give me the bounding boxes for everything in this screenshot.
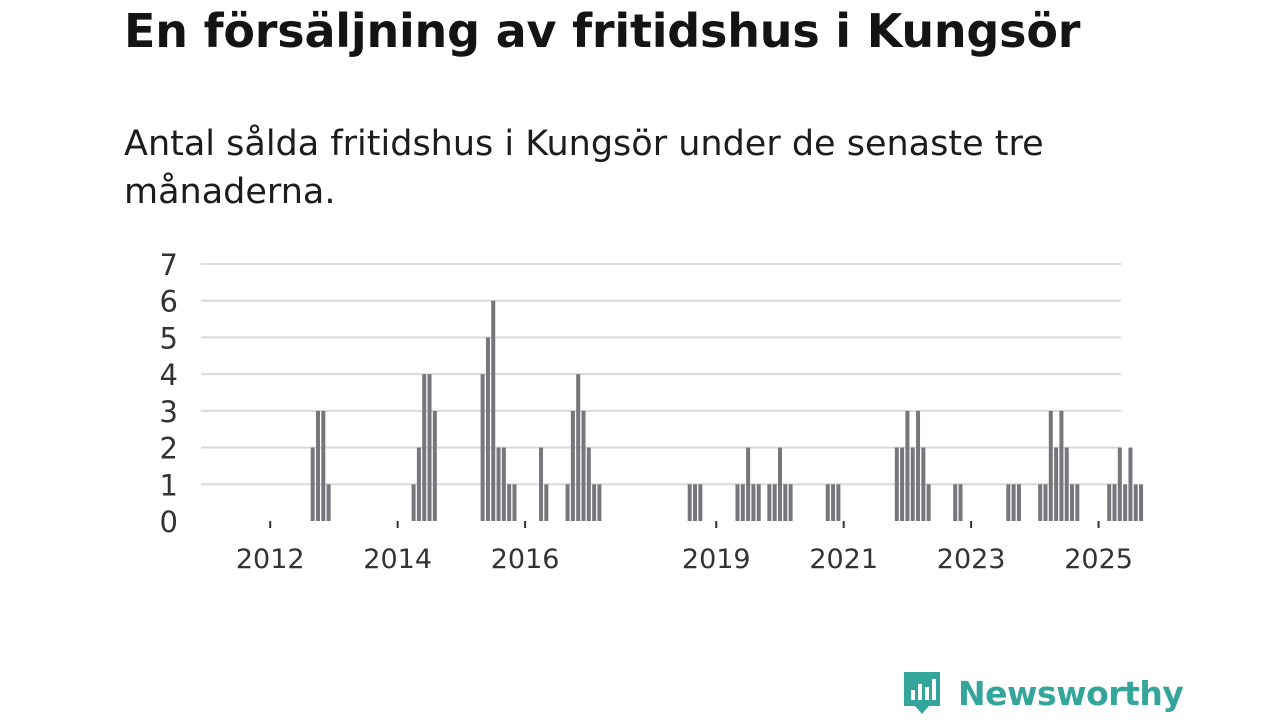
bar bbox=[1107, 484, 1112, 521]
bar bbox=[1117, 447, 1122, 521]
bar bbox=[1016, 484, 1021, 521]
x-tick-label: 2023 bbox=[937, 544, 1006, 575]
bar bbox=[1075, 484, 1080, 521]
bar bbox=[1048, 410, 1053, 521]
bar bbox=[427, 374, 432, 521]
bar bbox=[772, 484, 777, 521]
bar bbox=[783, 484, 788, 521]
bar bbox=[310, 447, 315, 521]
bar bbox=[1006, 484, 1011, 521]
bar bbox=[1070, 484, 1075, 521]
bar bbox=[565, 484, 570, 521]
bar bbox=[958, 484, 963, 521]
bar bbox=[1128, 447, 1133, 521]
bar bbox=[496, 447, 501, 521]
bar bbox=[485, 337, 490, 521]
chart-subtitle: Antal sålda fritidshus i Kungsör under d… bbox=[124, 124, 1044, 212]
bar bbox=[687, 484, 692, 521]
bar bbox=[905, 410, 910, 521]
y-tick-label: 6 bbox=[160, 285, 178, 319]
bar bbox=[586, 447, 591, 521]
y-tick-label: 1 bbox=[160, 468, 178, 502]
bar bbox=[1133, 484, 1138, 521]
bar bbox=[416, 447, 421, 521]
bar bbox=[507, 484, 512, 521]
bar bbox=[756, 484, 761, 521]
bar bbox=[544, 484, 549, 521]
brand-name: Newsworthy bbox=[958, 673, 1184, 713]
bars bbox=[310, 300, 1144, 521]
bar bbox=[825, 484, 830, 521]
bar bbox=[480, 374, 485, 521]
bar bbox=[597, 484, 602, 521]
x-axis-ticks: 2012 2014 2016 2019 2021 2023 2025 bbox=[236, 521, 1133, 575]
y-tick-label: 7 bbox=[160, 248, 178, 282]
bar bbox=[539, 447, 544, 521]
bar bbox=[740, 484, 745, 521]
bar bbox=[900, 447, 905, 521]
x-tick-label: 2014 bbox=[363, 544, 432, 575]
bar bbox=[767, 484, 772, 521]
y-tick-label: 3 bbox=[160, 395, 178, 429]
bar bbox=[592, 484, 597, 521]
bar bbox=[698, 484, 703, 521]
bar bbox=[581, 410, 586, 521]
bar bbox=[1038, 484, 1043, 521]
bar bbox=[576, 374, 581, 521]
bar bbox=[836, 484, 841, 521]
newsworthy-chart-bubble-icon bbox=[904, 672, 940, 714]
brand-logo: Newsworthy bbox=[902, 668, 1184, 718]
bar bbox=[1123, 484, 1128, 521]
bar bbox=[746, 447, 751, 521]
y-tick-label: 0 bbox=[160, 505, 178, 539]
bar bbox=[910, 447, 915, 521]
bar bbox=[831, 484, 836, 521]
bar bbox=[735, 484, 740, 521]
grid-lines bbox=[201, 263, 1121, 486]
bar bbox=[316, 410, 321, 521]
bar bbox=[1054, 447, 1059, 521]
bar bbox=[894, 447, 899, 521]
x-tick-label: 2019 bbox=[682, 544, 751, 575]
bar bbox=[953, 484, 958, 521]
bar bbox=[926, 484, 931, 521]
bar bbox=[570, 410, 575, 521]
y-tick-label: 4 bbox=[160, 358, 178, 392]
y-tick-label: 2 bbox=[160, 432, 178, 466]
bar bbox=[1059, 410, 1064, 521]
bar bbox=[1112, 484, 1117, 521]
bar bbox=[512, 484, 517, 521]
x-tick-label: 2025 bbox=[1064, 544, 1133, 575]
bar bbox=[1139, 484, 1144, 521]
bar bbox=[411, 484, 416, 521]
bar bbox=[321, 410, 326, 521]
bar bbox=[693, 484, 698, 521]
bar bbox=[422, 374, 427, 521]
bar bbox=[788, 484, 793, 521]
bar bbox=[921, 447, 926, 521]
bar bbox=[432, 410, 437, 521]
chart-title: En försäljning av fritidshus i Kungsör bbox=[124, 4, 1081, 58]
x-tick-label: 2012 bbox=[236, 544, 305, 575]
bar bbox=[501, 447, 506, 521]
x-tick-label: 2016 bbox=[491, 544, 560, 575]
bar bbox=[491, 300, 496, 521]
x-tick-label: 2021 bbox=[809, 544, 878, 575]
bar bbox=[916, 410, 921, 521]
bar bbox=[751, 484, 756, 521]
bar bbox=[1064, 447, 1069, 521]
bar bbox=[777, 447, 782, 521]
bar bbox=[326, 484, 331, 521]
y-tick-label: 5 bbox=[160, 321, 178, 355]
bar bbox=[1043, 484, 1048, 521]
bar bbox=[1011, 484, 1016, 521]
